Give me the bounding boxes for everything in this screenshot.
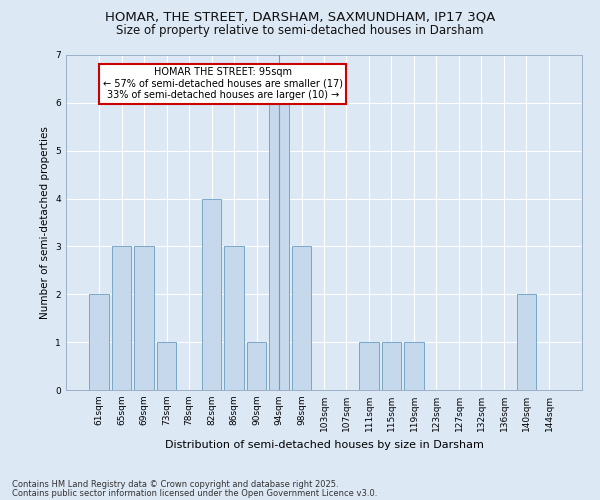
Text: HOMAR, THE STREET, DARSHAM, SAXMUNDHAM, IP17 3QA: HOMAR, THE STREET, DARSHAM, SAXMUNDHAM, … — [105, 11, 495, 24]
Bar — [247, 342, 266, 390]
Bar — [202, 198, 221, 390]
Text: Contains HM Land Registry data © Crown copyright and database right 2025.: Contains HM Land Registry data © Crown c… — [12, 480, 338, 489]
Y-axis label: Number of semi-detached properties: Number of semi-detached properties — [40, 126, 50, 319]
Bar — [269, 103, 289, 390]
Bar — [224, 246, 244, 390]
Text: HOMAR THE STREET: 95sqm
← 57% of semi-detached houses are smaller (17)
33% of se: HOMAR THE STREET: 95sqm ← 57% of semi-de… — [103, 67, 343, 100]
Bar — [359, 342, 379, 390]
Text: Size of property relative to semi-detached houses in Darsham: Size of property relative to semi-detach… — [116, 24, 484, 37]
Bar — [157, 342, 176, 390]
Bar — [382, 342, 401, 390]
Bar — [134, 246, 154, 390]
Bar — [112, 246, 131, 390]
Bar — [89, 294, 109, 390]
Bar — [292, 246, 311, 390]
Bar — [404, 342, 424, 390]
Text: Contains public sector information licensed under the Open Government Licence v3: Contains public sector information licen… — [12, 489, 377, 498]
Bar — [517, 294, 536, 390]
X-axis label: Distribution of semi-detached houses by size in Darsham: Distribution of semi-detached houses by … — [164, 440, 484, 450]
